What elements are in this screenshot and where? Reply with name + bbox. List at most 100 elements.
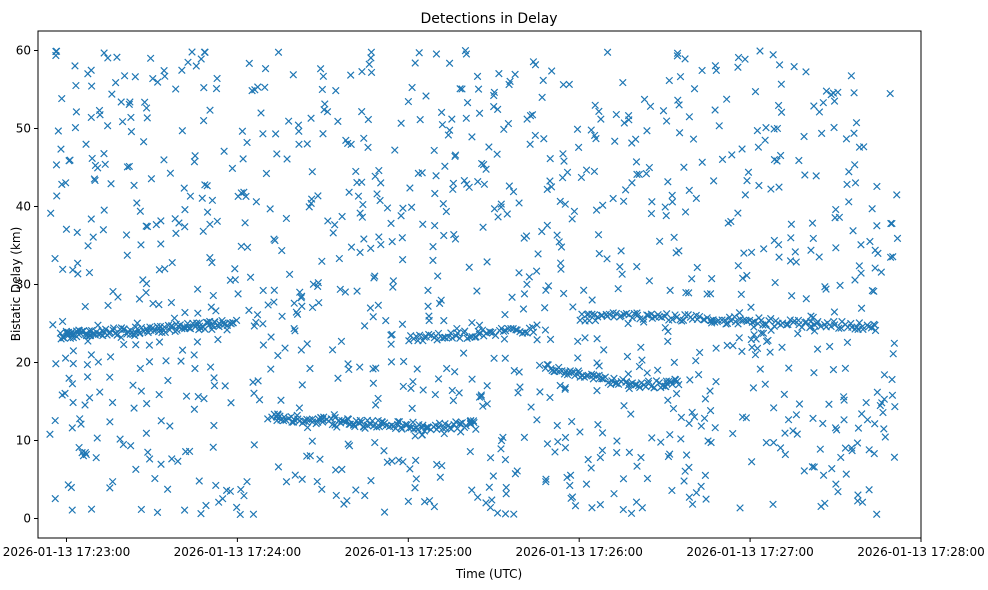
data-point <box>371 172 379 181</box>
data-point <box>881 433 890 441</box>
data-point <box>131 73 140 81</box>
data-point <box>591 101 599 110</box>
data-point <box>832 426 841 434</box>
data-point <box>840 416 848 424</box>
data-point <box>239 155 247 163</box>
data-point <box>461 46 470 55</box>
data-point <box>126 442 135 450</box>
data-point <box>444 131 453 139</box>
data-point <box>52 161 61 169</box>
data-point <box>232 503 241 512</box>
data-point <box>166 169 175 177</box>
data-point <box>331 466 340 474</box>
data-point <box>103 122 112 130</box>
x-tick-label: 2026-01-13 17:24:00 <box>174 545 301 559</box>
data-point <box>666 430 674 439</box>
data-point <box>857 241 865 249</box>
data-point <box>859 143 868 151</box>
data-point <box>543 221 552 230</box>
data-point <box>294 121 303 129</box>
data-point <box>468 133 476 141</box>
data-point <box>120 72 129 80</box>
data-point <box>759 329 768 337</box>
data-point <box>329 229 337 237</box>
data-points <box>46 46 902 519</box>
track-point <box>289 418 298 426</box>
data-point <box>437 108 446 117</box>
data-point <box>51 494 59 503</box>
data-point <box>741 55 749 63</box>
data-point <box>735 334 743 342</box>
track-point <box>434 329 443 338</box>
data-point <box>251 86 259 94</box>
track-point <box>395 418 404 426</box>
data-point <box>538 93 546 102</box>
data-point <box>870 420 879 428</box>
data-point <box>88 154 96 163</box>
data-point <box>293 310 302 319</box>
data-point <box>375 233 383 241</box>
data-point <box>542 286 550 295</box>
data-point <box>315 298 323 307</box>
data-point <box>57 145 65 153</box>
data-point <box>157 240 165 248</box>
data-point <box>118 117 127 126</box>
data-point <box>819 98 828 107</box>
data-point <box>890 453 899 461</box>
data-point <box>435 299 444 308</box>
data-point <box>398 234 407 242</box>
data-point <box>707 274 716 283</box>
data-point <box>167 298 176 307</box>
data-point <box>127 127 136 136</box>
data-point <box>270 235 278 243</box>
data-point <box>724 219 732 227</box>
data-point <box>46 209 55 217</box>
data-point <box>210 374 218 382</box>
y-tick-label: 10 <box>16 434 31 448</box>
data-point <box>192 62 201 70</box>
track-point <box>357 418 366 426</box>
track-point <box>622 378 631 386</box>
data-point <box>670 358 679 367</box>
track-point <box>420 333 429 341</box>
data-point <box>246 273 255 281</box>
data-point <box>759 245 768 253</box>
data-point <box>157 417 165 425</box>
data-point <box>743 176 751 185</box>
data-point <box>510 510 518 518</box>
track-point <box>453 424 462 433</box>
data-point <box>100 149 108 158</box>
data-point <box>51 416 59 425</box>
track-point <box>588 310 596 318</box>
data-point <box>84 242 92 250</box>
data-point <box>557 243 566 251</box>
data-point <box>662 211 670 220</box>
track-point <box>710 318 719 326</box>
data-point <box>538 227 546 236</box>
data-point <box>391 146 399 154</box>
data-point <box>377 240 385 249</box>
data-point <box>274 48 283 56</box>
data-point <box>142 288 150 297</box>
data-point <box>728 151 736 159</box>
data-point <box>851 179 860 187</box>
data-point <box>58 180 66 189</box>
data-point <box>777 80 786 88</box>
data-point <box>135 295 144 303</box>
track-point <box>766 314 775 323</box>
data-point <box>880 395 889 403</box>
data-point <box>584 455 592 464</box>
data-point <box>619 475 628 483</box>
data-point <box>319 72 328 81</box>
data-point <box>252 198 261 206</box>
data-point <box>231 265 239 273</box>
data-point <box>371 272 379 280</box>
data-point <box>812 172 820 180</box>
data-point <box>520 290 529 298</box>
data-point <box>628 179 636 187</box>
data-point <box>94 358 103 366</box>
data-point <box>416 115 424 124</box>
data-point <box>501 510 510 518</box>
data-point <box>777 108 786 116</box>
track-point <box>469 417 478 425</box>
